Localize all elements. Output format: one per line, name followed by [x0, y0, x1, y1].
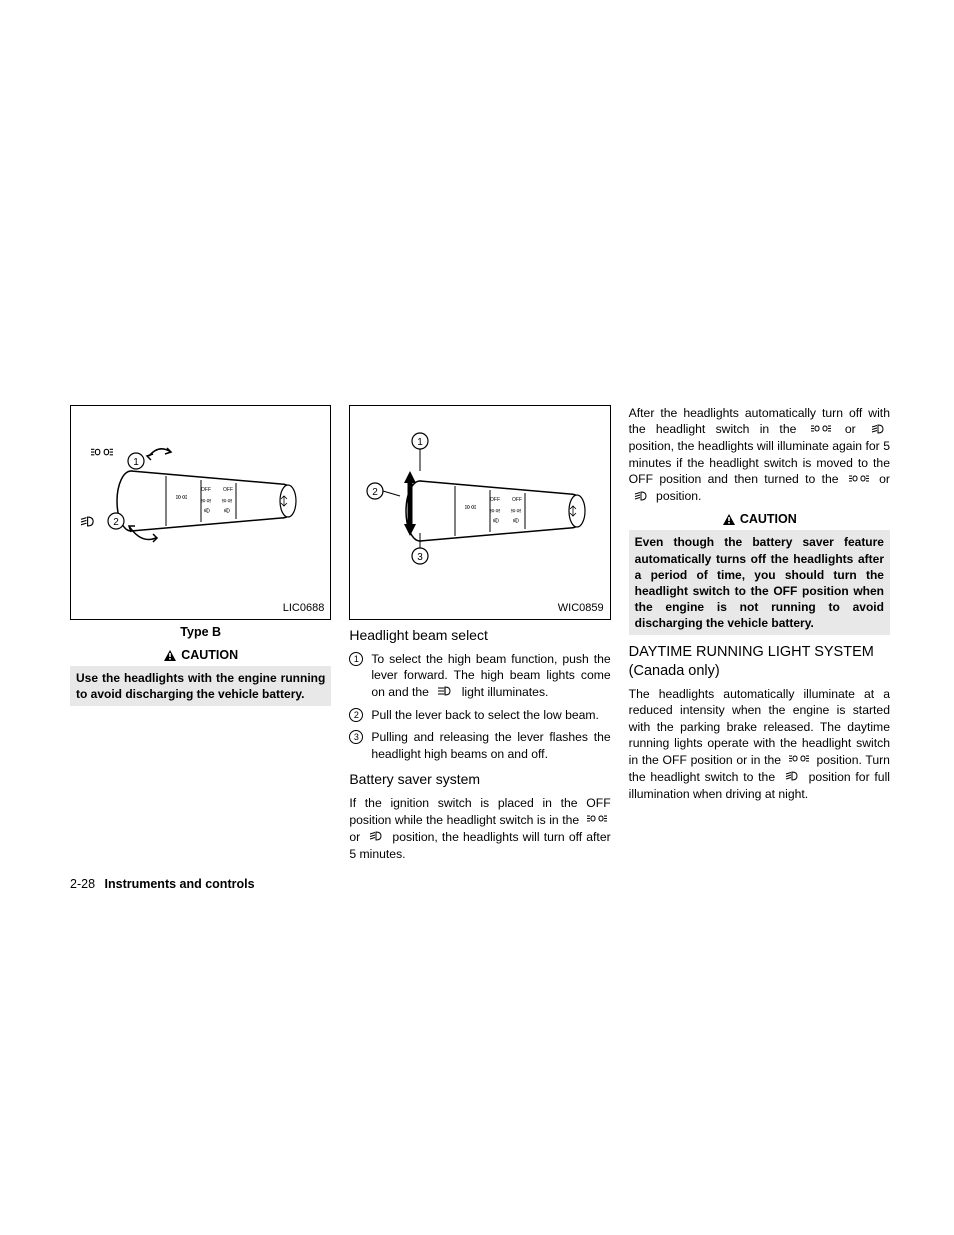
column-1: 1 2 LIC0688 Type B CAUTION Use the	[70, 405, 331, 868]
page-footer: 2-28 Instruments and controls	[70, 877, 255, 891]
figure1-caption: Type B	[70, 624, 331, 641]
warning-icon	[722, 513, 736, 526]
caution1-header: CAUTION	[70, 647, 331, 664]
parking-light-icon	[787, 752, 811, 768]
caution2-text: Even though the battery saver feature au…	[629, 530, 890, 635]
caution2-header: CAUTION	[629, 511, 890, 528]
item-1-text: To select the high beam function, push t…	[371, 651, 610, 701]
column-2: 1 2 3 WIC0859 Headlight beam select 1	[349, 405, 610, 868]
lowbeam-icon	[631, 489, 651, 505]
fig2-callout-2: 2	[373, 487, 379, 498]
highbeam-icon	[434, 684, 456, 700]
figure2-code: WIC0859	[558, 601, 604, 616]
callout-1: 1	[133, 457, 139, 468]
fig2-callout-3: 3	[418, 552, 424, 563]
headlight-beam-heading: Headlight beam select	[349, 626, 610, 645]
battery-saver-para: If the ignition switch is placed in the …	[349, 795, 610, 862]
headlight-beam-list: 1 To select the high beam function, push…	[349, 651, 610, 762]
item-2-text: Pull the lever back to select the low be…	[371, 707, 610, 723]
column-3: After the headlights automatically turn …	[629, 405, 890, 868]
lowbeam-icon	[868, 422, 888, 438]
item-3-marker: 3	[349, 730, 363, 744]
caution1-text: Use the headlights with the engine runni…	[70, 666, 331, 706]
item-2-marker: 2	[349, 708, 363, 722]
lowbeam-icon	[366, 829, 386, 845]
section-name: Instruments and controls	[105, 877, 255, 891]
item-3-text: Pulling and releasing the lever flashes …	[371, 729, 610, 762]
page-number: 2-28	[70, 877, 95, 891]
drl-para: The headlights automatically illuminate …	[629, 686, 890, 802]
parking-light-icon	[847, 472, 871, 488]
parking-light-icon	[809, 422, 833, 438]
drl-heading: DAYTIME RUNNING LIGHT SYSTEM (Canada onl…	[629, 643, 890, 679]
col3-intro: After the headlights automatically turn …	[629, 405, 890, 505]
fig2-callout-1: 1	[418, 437, 424, 448]
lowbeam-icon	[782, 769, 802, 785]
figure-beam-select: 1 2 3 WIC0859	[349, 405, 610, 620]
figure-type-b: 1 2 LIC0688	[70, 405, 331, 620]
item-1-marker: 1	[349, 652, 363, 666]
warning-icon	[163, 649, 177, 662]
manual-page: 1 2 LIC0688 Type B CAUTION Use the	[70, 405, 890, 868]
parking-light-icon	[585, 812, 609, 828]
figure1-code: LIC0688	[283, 601, 325, 616]
battery-saver-heading: Battery saver system	[349, 770, 610, 789]
callout-2: 2	[113, 517, 119, 528]
